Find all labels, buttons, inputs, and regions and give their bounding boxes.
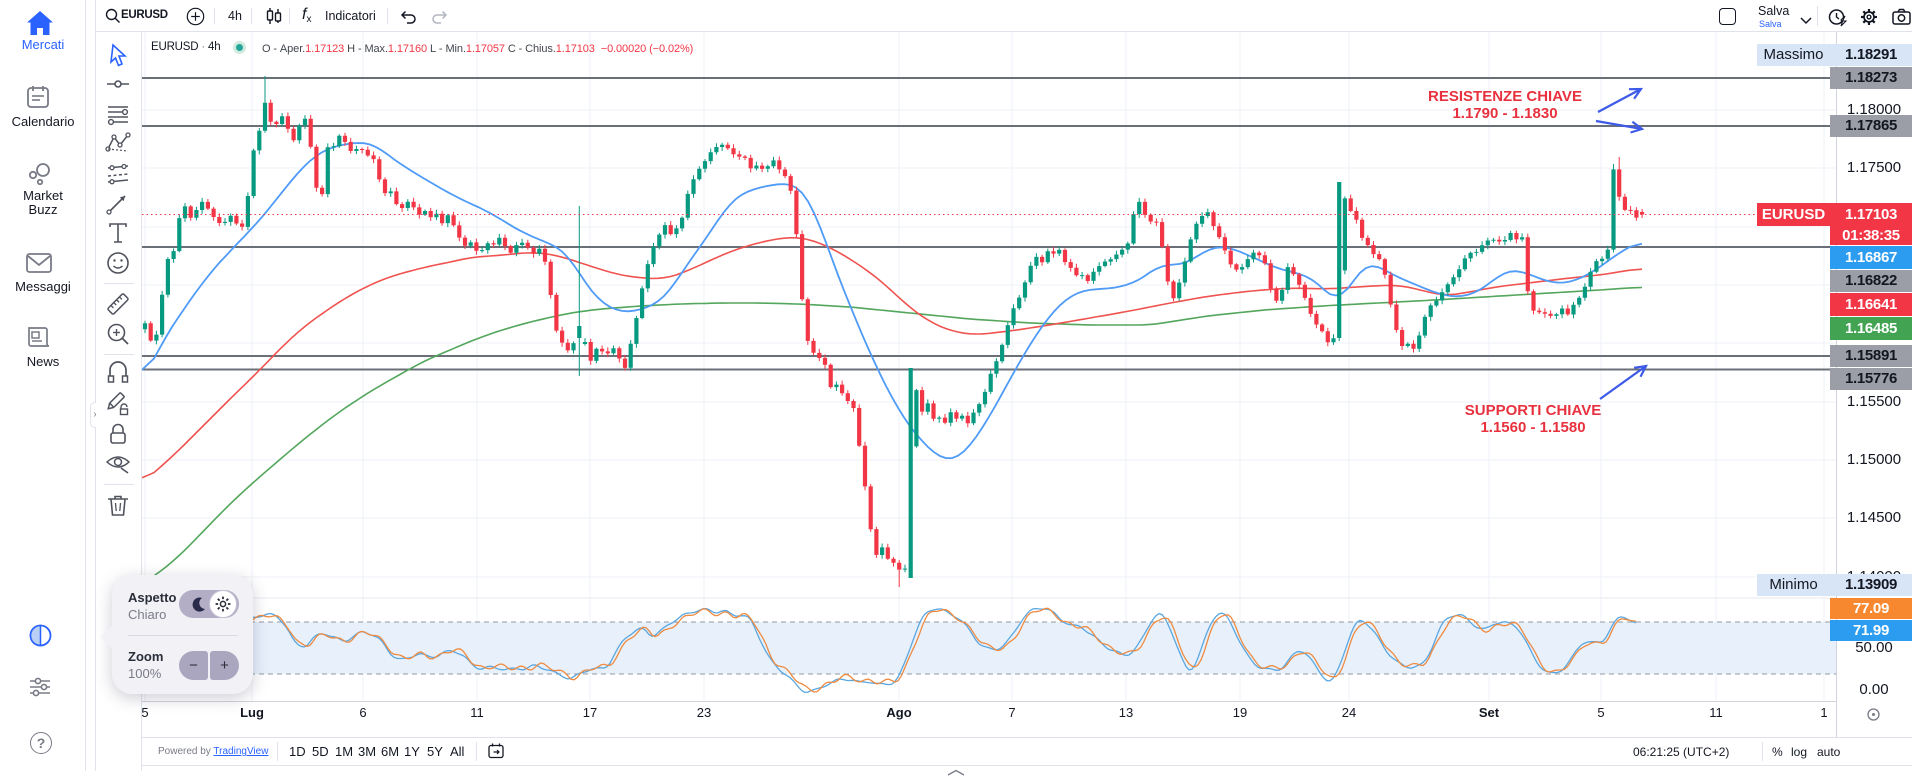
svg-text:SUPPORTI CHIAVE: SUPPORTI CHIAVE (1465, 402, 1601, 419)
svg-text:RESISTENZE CHIAVE: RESISTENZE CHIAVE (1428, 88, 1582, 105)
svg-text:1.1790 - 1.1830: 1.1790 - 1.1830 (1452, 105, 1557, 122)
svg-text:1.1560 - 1.1580: 1.1560 - 1.1580 (1480, 419, 1585, 436)
